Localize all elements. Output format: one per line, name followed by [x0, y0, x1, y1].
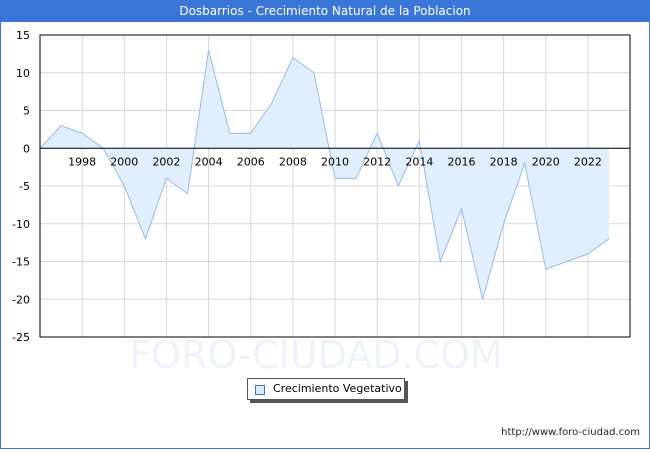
legend: Crecimiento Vegetativo: [247, 378, 405, 400]
y-tick-label: -20: [12, 293, 30, 306]
x-tick-label: 1998: [68, 155, 96, 168]
y-tick-label: -15: [12, 256, 30, 269]
x-tick-label: 2020: [532, 155, 560, 168]
x-tick-label: 2012: [363, 155, 391, 168]
x-tick-label: 2010: [321, 155, 349, 168]
plot-border: [39, 34, 631, 338]
legend-label: Crecimiento Vegetativo: [273, 382, 402, 395]
y-tick-label: 10: [16, 67, 30, 80]
x-axis-labels: 1998 2000 2002 2004 2006 2008 2010 2012 2014 2016…: [68, 155, 602, 168]
x-tick-label: 2002: [152, 155, 180, 168]
y-tick-label: -10: [12, 218, 30, 231]
x-tick-label: 2016: [447, 155, 475, 168]
x-tick-label: 2018: [490, 155, 518, 168]
x-tick-label: 2000: [110, 155, 138, 168]
chart-title: Dosbarrios - Crecimiento Natural de la P…: [0, 0, 650, 22]
y-tick-label: 5: [23, 105, 30, 118]
legend-swatch: [255, 385, 265, 395]
y-tick-label: 15: [16, 29, 30, 42]
source-url: http://www.foro-ciudad.com: [501, 427, 640, 438]
y-tick-label: 0: [23, 142, 30, 155]
y-tick-label: -5: [19, 180, 30, 193]
y-axis-labels: 15 10 5 0 -5 -10 -15 -20 -25: [12, 29, 30, 344]
x-tick-label: 2004: [195, 155, 223, 168]
x-tick-label: 2014: [405, 155, 433, 168]
data-line: [39, 49, 610, 300]
y-tick-label: -25: [12, 331, 30, 344]
watermark: FORO-CIUDAD.COM: [129, 333, 503, 377]
x-tick-label: 2008: [279, 155, 307, 168]
data-area: [40, 50, 609, 300]
x-tick-label: 2006: [237, 155, 265, 168]
x-tick-label: 2022: [574, 155, 602, 168]
